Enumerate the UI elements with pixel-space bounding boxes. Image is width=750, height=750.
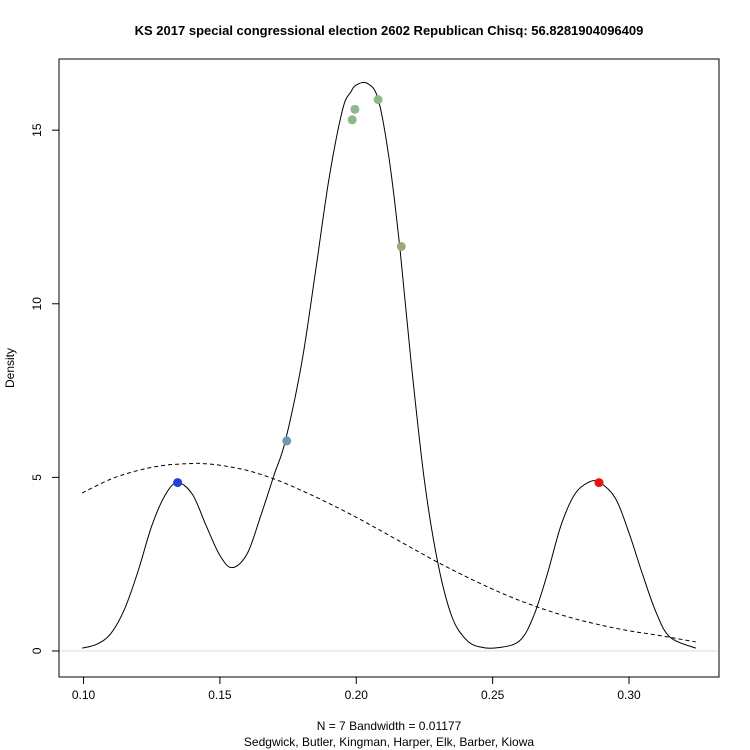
x-tick-label: 0.20: [345, 688, 369, 702]
county-point: [396, 241, 406, 251]
county-point: [373, 95, 383, 105]
y-tick-label: 10: [30, 297, 44, 311]
y-tick-label: 5: [30, 474, 44, 481]
x-tick-label: 0.30: [617, 688, 641, 702]
plot-frame: [58, 58, 720, 678]
county-point: [350, 104, 360, 114]
y-tick-label: 0: [30, 647, 44, 654]
x-tick-label: 0.10: [72, 688, 96, 702]
data-points: [173, 95, 604, 488]
series-lines: [60, 81, 718, 652]
axes: 0.10 0.15 0.20 0.25 0.30 0 5 10 15: [30, 123, 641, 702]
x-axis-label-bandwidth: N = 7 Bandwidth = 0.01177: [317, 719, 462, 733]
normal-density-curve: [81, 462, 696, 643]
kernel-density-curve: [82, 81, 697, 649]
county-point: [173, 478, 183, 488]
y-tick-label: 15: [30, 123, 44, 137]
x-tick-label: 0.15: [208, 688, 232, 702]
y-axis-label: Density: [3, 348, 17, 388]
county-point: [282, 436, 292, 446]
x-axis-label-counties: Sedgwick, Butler, Kingman, Harper, Elk, …: [244, 735, 534, 749]
chart-title: KS 2017 special congressional election 2…: [135, 23, 644, 38]
county-point: [594, 478, 604, 488]
x-tick-label: 0.25: [481, 688, 505, 702]
county-point: [347, 115, 357, 125]
